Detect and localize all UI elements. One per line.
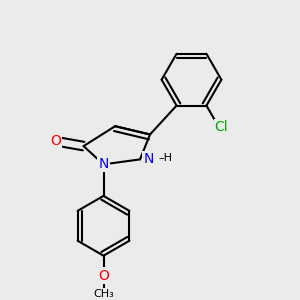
Text: –H: –H <box>158 153 172 163</box>
Text: N: N <box>98 158 109 171</box>
Text: N: N <box>143 152 154 167</box>
Text: O: O <box>50 134 61 148</box>
Text: O: O <box>98 268 109 283</box>
Text: CH₃: CH₃ <box>93 289 114 299</box>
Text: Cl: Cl <box>215 120 228 134</box>
